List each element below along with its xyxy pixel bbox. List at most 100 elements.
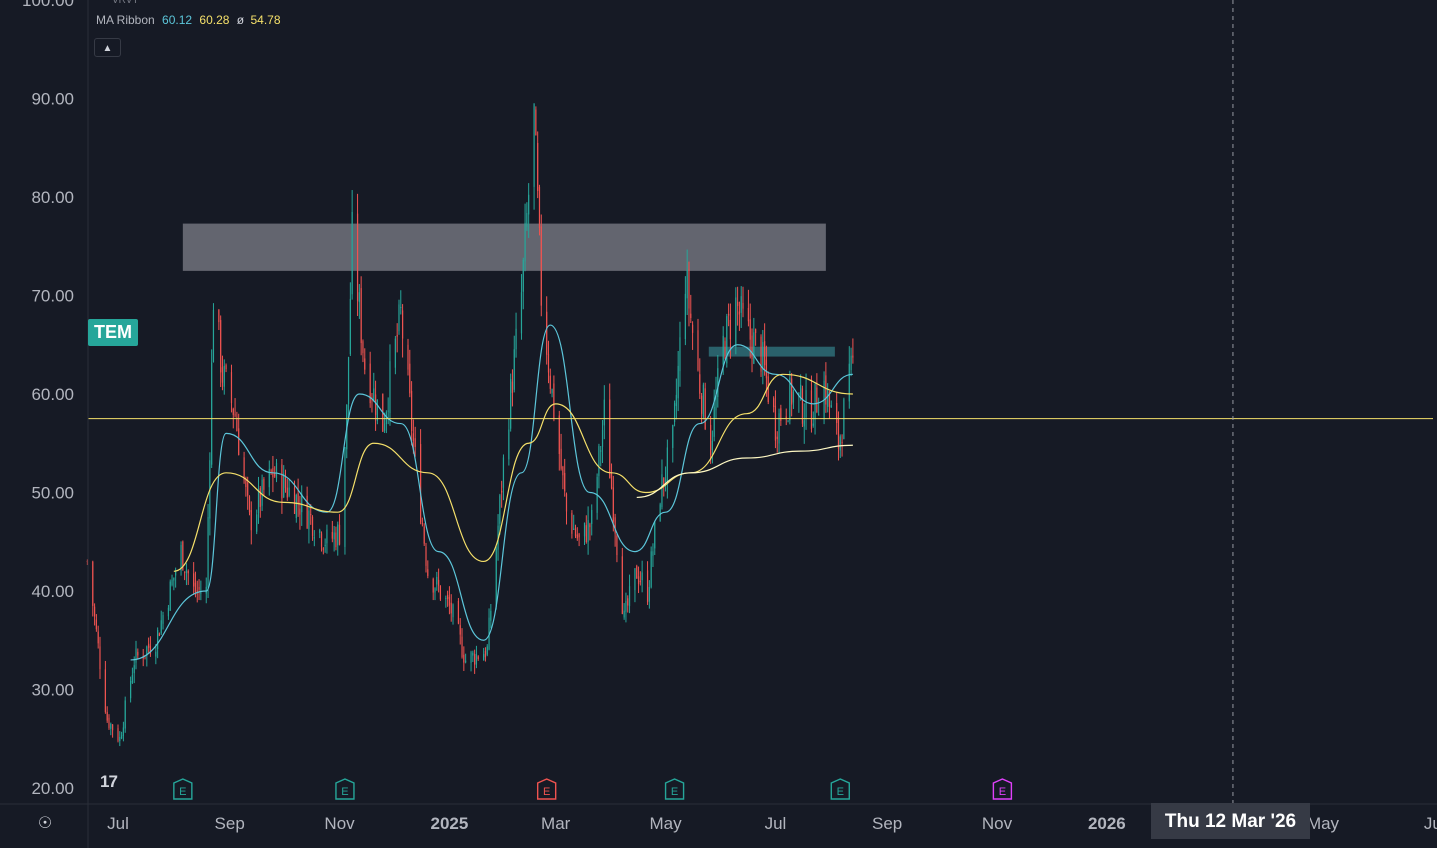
- price-tick-label: 100.00: [22, 0, 74, 10]
- candle-up: [133, 665, 135, 674]
- candle-down: [773, 398, 775, 408]
- candle-down: [589, 524, 591, 528]
- earnings-marker-icon[interactable]: E: [664, 778, 685, 800]
- candle-down: [86, 560, 88, 562]
- candle-down: [691, 324, 694, 333]
- candle-up: [319, 530, 321, 534]
- earnings-marker-label: E: [341, 786, 348, 798]
- candle-down: [196, 590, 198, 592]
- candle-up: [812, 423, 814, 426]
- settings-icon[interactable]: ☉: [37, 815, 53, 832]
- candle-down: [836, 403, 838, 424]
- candle-up: [843, 399, 845, 439]
- candle-up: [344, 447, 346, 547]
- candle-down: [562, 466, 564, 476]
- candle-down: [412, 433, 414, 441]
- candle-down: [149, 645, 152, 655]
- ma-slow-line: [636, 444, 853, 499]
- candle-up: [256, 514, 258, 532]
- earnings-marker-icon[interactable]: E: [335, 778, 355, 800]
- tradingview-logo-icon[interactable]: 17: [100, 772, 118, 791]
- chevron-up-icon[interactable]: ▲: [94, 38, 121, 57]
- candle-up: [634, 568, 636, 591]
- candle-up: [257, 488, 260, 514]
- candle-up: [347, 357, 350, 405]
- candle-down: [111, 724, 114, 731]
- candle-up: [684, 293, 686, 340]
- candle-down: [104, 669, 106, 713]
- candle-down: [306, 495, 308, 529]
- candle-up: [753, 332, 755, 364]
- candle-up: [205, 586, 207, 594]
- candle-down: [755, 329, 757, 333]
- candle-down: [699, 374, 701, 394]
- candle-up: [818, 414, 820, 416]
- candle-down: [463, 654, 465, 663]
- candle-up: [850, 355, 852, 371]
- candle-down: [364, 358, 366, 370]
- candle-up: [301, 493, 303, 513]
- candle-down: [537, 142, 539, 191]
- candle-up: [387, 410, 389, 412]
- ma-fast-value: 60.12: [162, 13, 193, 27]
- candle-up: [212, 309, 215, 363]
- candle-down: [760, 336, 762, 372]
- candle-down: [729, 319, 732, 340]
- candle-up: [173, 577, 175, 581]
- earnings-marker-icon[interactable]: E: [536, 778, 557, 800]
- time-tick-label: Jul: [107, 814, 129, 833]
- candle-up: [528, 194, 530, 215]
- candle-down: [284, 477, 287, 488]
- candle-up: [470, 652, 472, 663]
- candle-down: [218, 309, 220, 323]
- candle-up: [623, 610, 625, 618]
- candle-down: [420, 444, 422, 523]
- candle-up: [661, 474, 663, 508]
- candle-down: [816, 387, 818, 412]
- candle-up: [308, 510, 310, 530]
- candle-down: [724, 341, 726, 359]
- candle-up: [652, 551, 654, 556]
- candle-down: [263, 479, 265, 490]
- candle-down: [614, 517, 616, 534]
- price-tick-label: 50.00: [31, 484, 74, 503]
- candle-down: [92, 561, 94, 606]
- earnings-marker-icon[interactable]: E: [830, 778, 850, 800]
- candle-down: [117, 728, 119, 741]
- candle-down: [362, 341, 364, 354]
- earnings-marker-icon[interactable]: E: [173, 778, 193, 800]
- candle-down: [639, 580, 641, 583]
- candle-down: [401, 310, 404, 339]
- candle-up: [373, 388, 375, 401]
- candle-up: [337, 524, 339, 546]
- candle-up: [122, 727, 125, 736]
- candle-up: [110, 723, 112, 729]
- candle-down: [236, 418, 238, 431]
- earnings-marker-icon[interactable]: E: [992, 778, 1013, 800]
- price-tick-label: 90.00: [31, 90, 74, 109]
- candle-up: [180, 545, 182, 571]
- earnings-marker-label: E: [543, 786, 550, 798]
- candle-up: [591, 509, 593, 524]
- candle-up: [583, 522, 586, 537]
- candle-down: [245, 480, 247, 487]
- candle-down: [450, 602, 452, 614]
- candle-down: [427, 569, 429, 576]
- drawing-layer: [182, 223, 835, 357]
- lines-layer: [88, 0, 1433, 804]
- candle-up: [601, 430, 604, 447]
- candle-down: [320, 533, 323, 547]
- candle-up: [155, 651, 157, 657]
- candle-up: [510, 379, 512, 429]
- candle-down: [780, 408, 782, 421]
- candle-up: [587, 520, 589, 543]
- candle-down: [690, 313, 692, 318]
- candle-up: [376, 399, 378, 421]
- candle-down: [221, 367, 224, 383]
- candle-up: [686, 270, 688, 299]
- ma-ribbon-name[interactable]: MA Ribbon: [96, 13, 155, 27]
- price-axis[interactable]: 100.00 90.00 80.00 70.00 60.00 50.00 40.00 30.0…: [22, 0, 89, 848]
- earnings-marker-badge: [173, 778, 193, 800]
